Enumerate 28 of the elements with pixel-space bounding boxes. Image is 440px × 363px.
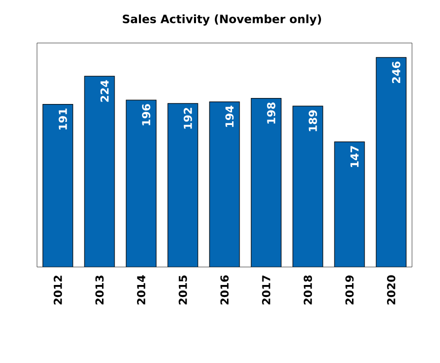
x-tick-label: 2018 <box>304 275 312 304</box>
bar <box>210 102 240 267</box>
x-tick-label: 2019 <box>345 275 354 304</box>
data-label: 191 <box>58 108 67 130</box>
bar <box>334 142 365 267</box>
data-label: 198 <box>267 102 276 124</box>
bar <box>168 103 198 267</box>
bar <box>251 98 282 267</box>
bar <box>84 76 115 267</box>
x-tick-label: 2017 <box>262 276 270 304</box>
chart-title: Sales Activity (November only) <box>122 14 322 26</box>
bar <box>126 100 156 267</box>
data-label: 196 <box>142 104 150 126</box>
data-label: 194 <box>225 106 234 127</box>
data-label: 192 <box>184 108 192 129</box>
x-tick-label: 2013 <box>95 276 104 304</box>
data-label: 224 <box>100 80 109 102</box>
bar <box>376 57 406 267</box>
data-label: 246 <box>392 62 400 84</box>
x-tick-label: 2015 <box>178 276 187 304</box>
bar <box>42 104 73 267</box>
x-tick-label: 2016 <box>220 275 229 304</box>
x-tick-label: 2012 <box>54 276 62 304</box>
bar <box>292 106 323 267</box>
data-label: 189 <box>308 110 317 132</box>
x-tick-label: 2020 <box>387 275 396 304</box>
x-tick-label: 2014 <box>137 275 146 304</box>
data-label: 147 <box>350 146 359 167</box>
